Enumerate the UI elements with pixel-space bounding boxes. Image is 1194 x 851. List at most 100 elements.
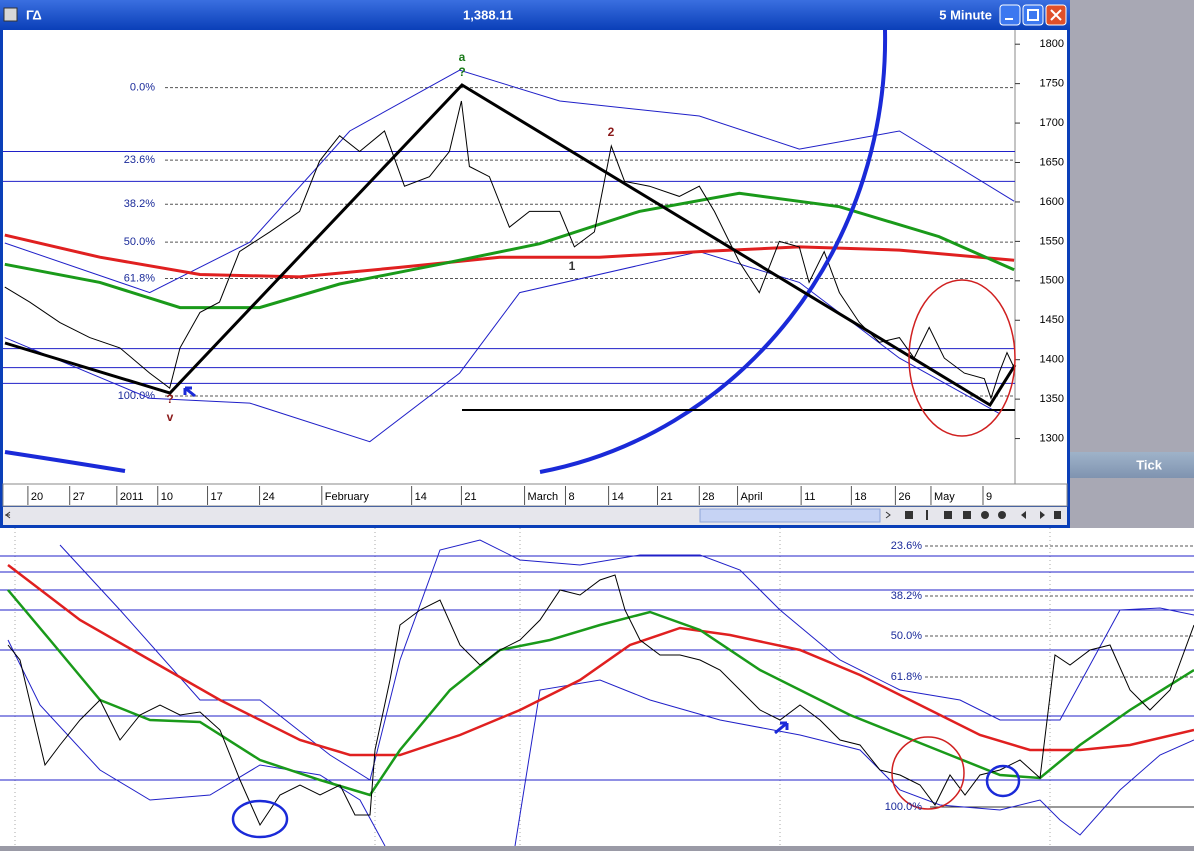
- x-tick-label: 14: [612, 491, 624, 503]
- title-bar: [0, 0, 1070, 30]
- close-glyph: [1050, 9, 1062, 21]
- scroll-left[interactable]: [5, 511, 11, 519]
- tool-button[interactable]: [1040, 511, 1045, 519]
- arc: [539, 29, 888, 474]
- x-tick-label: 26: [898, 491, 910, 503]
- x-tick-label: April: [741, 491, 763, 503]
- x-tick-label: 20: [31, 491, 43, 503]
- arc: [4, 450, 126, 473]
- lower-price: [7, 574, 1194, 827]
- tool-button[interactable]: [905, 511, 913, 519]
- lower-band: [514, 679, 1194, 847]
- fib-label: 38.2%: [891, 590, 922, 602]
- y-tick-label: 1550: [1040, 235, 1064, 247]
- y-tick-label: 1600: [1040, 196, 1064, 208]
- x-tick-label: March: [528, 491, 559, 503]
- interval: 5 Minute: [939, 7, 992, 22]
- side-panel: [1070, 0, 1194, 528]
- x-tick-label: February: [325, 491, 370, 503]
- tool-button[interactable]: [1021, 511, 1026, 519]
- series-line: [4, 69, 1015, 294]
- y-tick-label: 1400: [1040, 354, 1064, 366]
- fib-label: 50.0%: [891, 630, 922, 642]
- x-tick-label: 17: [211, 491, 223, 503]
- fib-label: 23.6%: [891, 540, 922, 552]
- fib-label: 38.2%: [124, 198, 155, 210]
- annotation: ?: [458, 65, 465, 79]
- lower-grid: [14, 528, 1051, 846]
- tool-button[interactable]: [981, 511, 989, 519]
- annotation: ?: [166, 392, 173, 406]
- highlight-circle: [908, 279, 1016, 437]
- y-tick-label: 1300: [1040, 432, 1064, 444]
- fib-label: 61.8%: [124, 272, 155, 284]
- lower-ma: [7, 589, 1194, 797]
- series-line: [4, 191, 1015, 310]
- annotation: a: [459, 50, 466, 64]
- annotation: 1: [569, 259, 576, 273]
- x-tick-label: 28: [702, 491, 714, 503]
- x-tick-label: 10: [161, 491, 173, 503]
- arrow: [183, 386, 196, 398]
- fib-label: 50.0%: [124, 236, 155, 248]
- x-tick-label: 21: [464, 491, 476, 503]
- side-title: Tick: [1136, 457, 1163, 472]
- highlight-circle: [231, 799, 289, 839]
- lower-chart: [0, 528, 1194, 847]
- top-chart: 1300135014001450150015501600165017001750…: [3, 38, 1064, 505]
- y-tick-label: 1650: [1040, 156, 1064, 168]
- lower-levels: [0, 555, 1194, 781]
- lower-band: [7, 639, 386, 847]
- y-tick-label: 1700: [1040, 117, 1064, 129]
- annotation: v: [167, 410, 174, 424]
- arrow: [774, 721, 789, 735]
- top-drawings: [4, 29, 1017, 474]
- tool-button[interactable]: [944, 511, 952, 519]
- series-line: [4, 100, 1015, 400]
- x-tick-label: 14: [415, 491, 427, 503]
- lower-band: [59, 539, 1194, 781]
- maximize-glyph: [1027, 9, 1039, 21]
- highlight-circle: [985, 764, 1021, 798]
- x-tick-label: 8: [568, 491, 574, 503]
- minimize-button[interactable]: [999, 4, 1021, 26]
- tool-button[interactable]: [963, 511, 971, 519]
- tool-button[interactable]: [1054, 511, 1061, 519]
- x-tick-label: 9: [986, 491, 992, 503]
- maximize-button[interactable]: [1022, 4, 1044, 26]
- tool-button[interactable]: [926, 510, 928, 520]
- highlight-circle: [891, 736, 965, 810]
- x-tick-label: May: [934, 491, 955, 503]
- lower-fib-labels: 23.6% 38.2% 50.0% 61.8% 100.0%: [885, 540, 923, 813]
- app-icon: [3, 7, 18, 22]
- x-tick-label: 24: [263, 491, 275, 503]
- y-tick-label: 1500: [1040, 275, 1064, 287]
- tool-button[interactable]: [998, 511, 1006, 519]
- x-tick-label: 18: [854, 491, 866, 503]
- symbol: ΓΔ: [26, 7, 42, 22]
- lower-ma: [7, 564, 1194, 757]
- y-tick-label: 1350: [1040, 393, 1064, 405]
- lower-chart-area: [0, 528, 1194, 846]
- scroll-thumb[interactable]: [699, 508, 881, 523]
- trend-line: [4, 83, 1017, 408]
- x-tick-label: 21: [661, 491, 673, 503]
- annotation: 2: [608, 125, 615, 139]
- y-tick-label: 1800: [1040, 38, 1064, 50]
- x-tick-label: 2011: [120, 491, 144, 503]
- fib-label: 23.6%: [124, 154, 155, 166]
- y-tick-label: 1750: [1040, 78, 1064, 90]
- fib-label: 100.0%: [118, 390, 156, 402]
- fib-label: 100.0%: [885, 801, 923, 813]
- annotations: a? 2 1? v: [166, 50, 614, 424]
- toolbar: [905, 510, 1061, 520]
- x-tick-label: 11: [804, 491, 815, 503]
- y-tick-label: 1450: [1040, 314, 1064, 326]
- scroll-right[interactable]: [885, 511, 891, 519]
- last-price: 1,388.11: [463, 7, 513, 22]
- fib-label: 0.0%: [130, 81, 155, 93]
- side-header: [1070, 452, 1194, 478]
